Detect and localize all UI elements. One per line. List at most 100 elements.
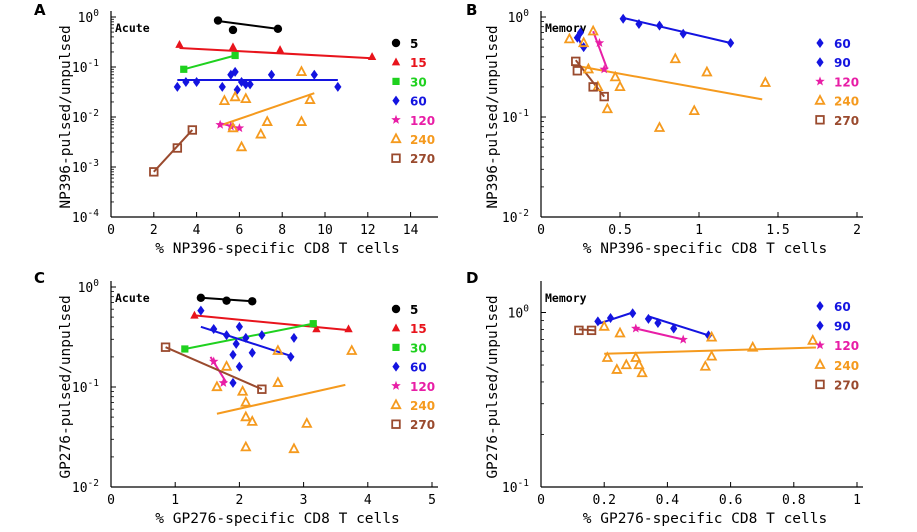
legend-label-60: 60 (410, 95, 427, 109)
fit-line-240 (604, 346, 816, 355)
legend-label-240: 240 (834, 95, 859, 109)
data-point-60 (679, 28, 687, 39)
data-point-15 (275, 45, 285, 54)
y-tick-label: 10-3 (72, 158, 99, 176)
data-point-240 (807, 334, 819, 345)
data-point-240 (240, 92, 252, 104)
data-point-120 (594, 37, 605, 48)
legend-marker-270 (391, 419, 401, 429)
data-point-240 (301, 417, 313, 428)
data-point-60 (182, 77, 190, 88)
data-point-60 (232, 338, 240, 349)
data-point-240 (587, 24, 599, 36)
data-point-60 (222, 330, 231, 341)
data-point-60 (210, 324, 218, 335)
data-point-240 (346, 344, 358, 355)
panel-c: 0 1 2 3 4 5 10-2 10-1 100 % GP276-specific CD8 T … (34, 269, 438, 527)
legend-label-270: 270 (410, 418, 435, 432)
data-point-240 (218, 94, 231, 105)
data-point-60 (248, 347, 256, 358)
fit-line-30 (184, 322, 314, 350)
data-point-60 (229, 377, 237, 388)
data-point-240 (288, 442, 300, 454)
legend-label-5: 5 (410, 37, 418, 51)
data-point-240 (304, 93, 316, 104)
data-point-240 (227, 121, 239, 133)
data-point-15 (344, 324, 353, 333)
y-axis-label: GP276-pulsed/unpulsed (485, 295, 501, 478)
legend-marker-60 (816, 38, 824, 48)
data-point-240 (701, 65, 713, 77)
fit-line-5 (217, 20, 279, 30)
legend-marker-60 (392, 361, 400, 372)
data-point-60 (258, 330, 266, 341)
data-point-15 (190, 310, 199, 319)
x-axis-label: % NP396-specific CD8 T cells (155, 241, 399, 257)
data-point-240 (577, 36, 590, 48)
x-tick-label: 14 (403, 223, 419, 238)
legend-marker-270 (815, 379, 825, 390)
legend-label-15: 15 (410, 56, 427, 70)
data-point-60 (704, 330, 713, 341)
x-tick-label: 4 (193, 223, 201, 238)
fit-line-15 (179, 46, 373, 60)
x-tick-label: 0.6 (719, 493, 742, 508)
data-point-240 (653, 121, 666, 132)
data-point-15 (175, 39, 184, 48)
data-point-60 (670, 323, 678, 334)
data-point-120 (631, 323, 641, 333)
data-point-15 (367, 52, 377, 60)
data-point-240 (211, 380, 223, 392)
x-tick-label: 0 (537, 493, 545, 508)
data-point-60 (235, 321, 243, 332)
legend-marker-5 (391, 304, 401, 314)
x-tick-label: 0 (107, 493, 115, 508)
panel-letter: C (34, 269, 45, 287)
fit-line-240 (221, 92, 315, 126)
data-point-240 (633, 358, 645, 370)
legend-label-5: 5 (410, 303, 418, 317)
legend-marker-120 (391, 114, 401, 124)
data-point-240 (601, 351, 614, 362)
data-point-240 (620, 358, 633, 370)
legend-marker-240 (390, 398, 402, 410)
x-tick-label: 0.2 (592, 493, 615, 508)
data-point-240 (609, 70, 621, 82)
data-point-60 (287, 351, 295, 362)
y-tick-label: 100 (78, 8, 100, 26)
data-point-240 (611, 363, 623, 374)
x-tick-label: 12 (360, 223, 376, 238)
data-point-240 (295, 65, 308, 76)
data-point-60 (619, 13, 627, 24)
legend-marker-270 (391, 153, 401, 163)
x-tick-label: 0 (107, 223, 115, 238)
data-point-60 (242, 79, 250, 90)
legend-marker-60 (816, 301, 824, 311)
y-tick-label: 10-1 (502, 478, 529, 496)
data-point-240 (688, 104, 700, 116)
panel-title: Memory (545, 21, 587, 35)
panel-d: 0 0.2 0.4 0.6 0.8 1 10-1 100 % GP276-specific CD… (466, 269, 863, 527)
data-point-60 (229, 349, 237, 360)
x-axis-label: % GP276-specific CD8 T cells (583, 511, 827, 527)
data-point-60 (635, 19, 643, 30)
data-point-5 (196, 293, 206, 302)
data-point-240 (669, 52, 681, 64)
legend-label-60: 60 (410, 361, 427, 375)
data-point-60 (242, 332, 250, 343)
data-point-240 (240, 410, 252, 422)
data-point-60 (246, 79, 254, 90)
legend-marker-15 (391, 57, 401, 66)
x-axis-label: % GP276-specific CD8 T cells (155, 511, 399, 527)
fit-line-60 (200, 325, 295, 358)
data-point-240 (699, 359, 712, 371)
legend-marker-270 (815, 115, 825, 125)
data-point-30 (231, 51, 239, 60)
data-point-240 (235, 140, 248, 152)
x-tick-label: 10 (317, 223, 333, 238)
legend-label-270: 270 (834, 378, 859, 392)
data-point-240 (592, 80, 604, 91)
x-tick-label: 1 (171, 493, 179, 508)
data-point-5 (222, 296, 231, 305)
data-point-240 (636, 366, 648, 378)
